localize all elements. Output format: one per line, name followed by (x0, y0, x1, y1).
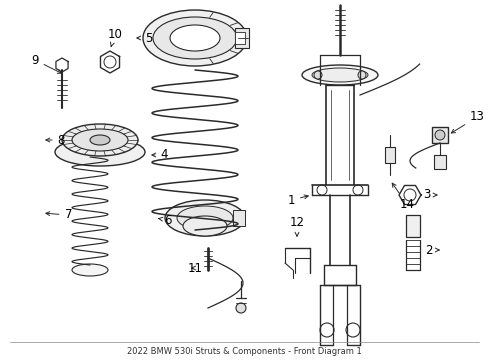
Circle shape (403, 189, 415, 201)
Ellipse shape (72, 129, 128, 151)
Ellipse shape (72, 264, 108, 276)
Ellipse shape (62, 124, 138, 156)
Ellipse shape (183, 216, 226, 236)
Text: 2022 BMW 530i Struts & Components - Front Diagram 1: 2022 BMW 530i Struts & Components - Fron… (127, 347, 361, 356)
Text: 3: 3 (422, 189, 436, 202)
Circle shape (313, 71, 321, 79)
Ellipse shape (164, 200, 244, 236)
Ellipse shape (153, 17, 237, 59)
Circle shape (352, 185, 362, 195)
Text: 10: 10 (107, 27, 122, 46)
Ellipse shape (55, 138, 145, 166)
Text: 5: 5 (137, 31, 152, 45)
Ellipse shape (90, 135, 110, 145)
Bar (235, 28, 248, 48)
Text: 9: 9 (31, 54, 61, 73)
Circle shape (236, 303, 245, 313)
Circle shape (346, 323, 359, 337)
Circle shape (104, 56, 116, 68)
Circle shape (319, 323, 333, 337)
Circle shape (357, 71, 365, 79)
Bar (405, 215, 419, 237)
Bar (384, 147, 394, 163)
Bar (433, 155, 445, 169)
Text: 13: 13 (450, 111, 484, 133)
Ellipse shape (72, 147, 108, 163)
Text: 7: 7 (46, 208, 72, 221)
Ellipse shape (142, 10, 246, 66)
Text: 6: 6 (158, 213, 172, 226)
Bar (235, 32, 244, 44)
Bar (431, 127, 447, 143)
Text: 11: 11 (187, 261, 203, 274)
Ellipse shape (170, 25, 220, 51)
Text: 4: 4 (152, 148, 168, 162)
Ellipse shape (177, 206, 232, 230)
Ellipse shape (302, 65, 377, 85)
Circle shape (434, 130, 444, 140)
Text: 14: 14 (391, 183, 414, 211)
Text: 8: 8 (46, 134, 65, 147)
Text: 1: 1 (287, 194, 307, 207)
Text: 12: 12 (289, 216, 304, 236)
Circle shape (316, 185, 326, 195)
Text: 2: 2 (424, 243, 438, 256)
Bar (232, 210, 244, 226)
Ellipse shape (311, 68, 367, 82)
